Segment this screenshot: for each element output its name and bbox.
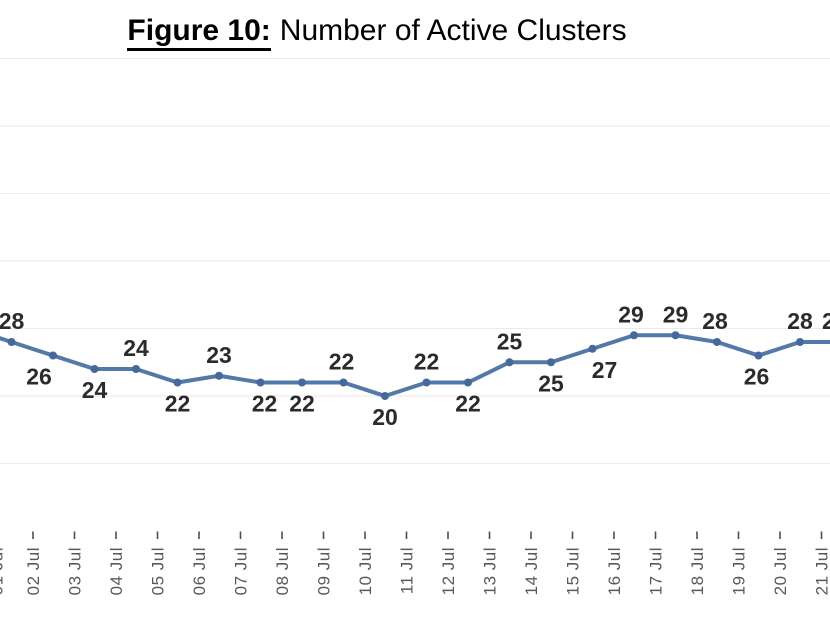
x-tick-label: 20 Jul — [771, 547, 790, 595]
data-point-marker — [381, 392, 389, 400]
data-label: 24 — [82, 377, 108, 403]
data-label: 22 — [329, 349, 355, 375]
x-tick-label-partial: 01 Jul — [0, 547, 7, 595]
x-tick-label: 21 Jul — [813, 547, 830, 595]
series-line — [0, 333, 830, 398]
data-point-marker — [422, 378, 431, 387]
x-tick-label: 11 Jul — [398, 547, 417, 594]
data-label: 28 — [702, 308, 728, 334]
x-tick-label: 19 Jul — [730, 547, 749, 595]
x-tick-label: 16 Jul — [605, 547, 624, 595]
data-point-marker — [90, 365, 99, 373]
data-point-marker — [464, 378, 472, 387]
data-point-marker — [298, 378, 306, 387]
data-label: 29 — [663, 301, 689, 327]
data-label: 22 — [165, 391, 191, 417]
data-label: 26 — [744, 364, 770, 390]
data-point-marker — [796, 338, 804, 346]
x-tick-label: 06 Jul — [190, 547, 209, 595]
data-label: 22 — [252, 391, 278, 417]
x-tick-label: 04 Jul — [107, 547, 126, 595]
data-point-marker — [7, 338, 16, 346]
chart-title: Figure 10: Number of Active Clusters — [0, 14, 792, 51]
data-point-marker — [256, 378, 265, 387]
x-tick-label: 08 Jul — [273, 547, 292, 595]
data-label: 20 — [372, 404, 398, 430]
x-tick-label: 05 Jul — [149, 547, 168, 595]
data-point-marker — [754, 351, 763, 360]
x-tick-label: 10 Jul — [356, 547, 375, 595]
x-tick-label: 17 Jul — [647, 547, 666, 595]
title-text: Number of Active Clusters — [279, 14, 627, 47]
data-label: 27 — [592, 357, 618, 383]
x-tick-label: 18 Jul — [688, 547, 707, 595]
x-tick-label: 07 Jul — [232, 547, 251, 595]
data-label: 24 — [123, 335, 149, 361]
data-label: 25 — [497, 328, 523, 354]
x-tick-label: 03 Jul — [66, 547, 85, 595]
x-tick-label: 13 Jul — [481, 547, 500, 595]
data-point-marker — [339, 378, 348, 387]
data-point-marker — [49, 351, 57, 360]
data-point-marker — [215, 371, 223, 380]
data-label: 28 — [787, 308, 813, 334]
data-point-marker — [173, 378, 182, 387]
data-label: 23 — [206, 342, 232, 368]
data-point-marker — [505, 358, 514, 367]
data-label: 28 — [0, 308, 24, 334]
data-label: 26 — [26, 364, 52, 390]
data-point-marker — [132, 365, 140, 373]
data-point-marker — [588, 344, 597, 353]
data-label-partial: 2 — [822, 308, 830, 334]
data-label: 22 — [289, 391, 315, 417]
data-point-marker — [713, 338, 721, 346]
x-tick-label: 14 Jul — [522, 547, 541, 595]
data-label: 29 — [618, 301, 644, 327]
data-label: 22 — [414, 349, 440, 375]
x-tick-label: 09 Jul — [315, 547, 334, 595]
data-point-marker — [547, 358, 555, 367]
x-tick-label: 02 Jul — [24, 547, 43, 595]
x-tick-label: 12 Jul — [439, 547, 458, 595]
x-tick-label: 15 Jul — [564, 547, 583, 595]
data-point-marker — [630, 331, 638, 340]
title-figure-label: Figure 10: — [127, 14, 271, 51]
data-label: 22 — [455, 391, 481, 417]
data-point-marker — [671, 331, 680, 340]
data-label: 25 — [538, 370, 564, 396]
